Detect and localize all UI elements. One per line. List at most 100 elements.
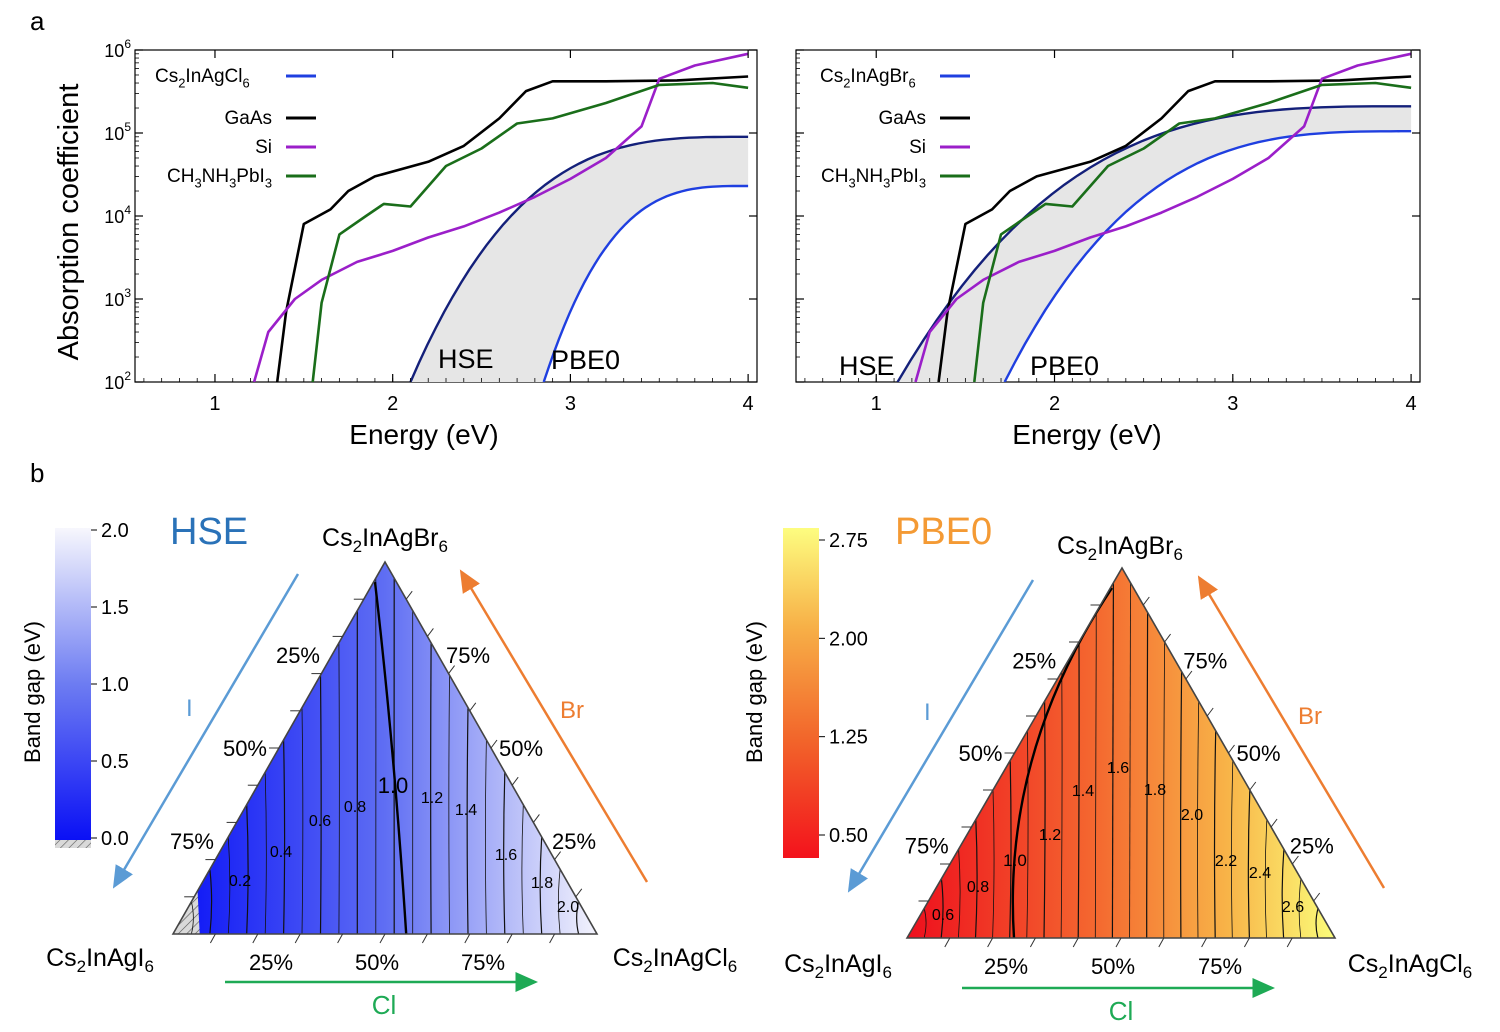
contour-label: 0.6 [932,907,954,924]
contour-line [1094,612,1097,938]
contour-line [1213,730,1217,938]
y-tick-label: 102 [104,369,131,393]
contour-line [1197,701,1200,938]
edge-tick [533,814,540,823]
ternary-title-pbe0: PBE0 [895,511,992,553]
contour-label: 2.0 [1181,807,1203,824]
contour-label: 1.8 [531,875,553,892]
vertex-top: Cs2InAgBr6 [1057,532,1183,564]
edge-tick [426,628,434,637]
contour-line [1129,582,1131,938]
edge-tick [464,933,471,944]
band-label-pbe0: PBE0 [551,345,620,375]
contour-line [227,836,231,934]
arrow-label-cl: Cl [372,990,397,1020]
contour-label: 1.2 [421,790,443,807]
x-tick-label: 4 [1406,393,1417,415]
contour-line [503,772,506,934]
series-line-gaas [275,75,749,382]
colorbar-tick-label: 0.5 [101,751,129,773]
contour-line [1231,760,1234,938]
series-line-ch3nh3pbi3 [973,81,1412,382]
contour-line [1281,849,1285,938]
edge-tick [1142,596,1150,606]
colorbar-pbe0 [783,528,819,858]
contour-label: 0.8 [967,879,989,896]
contour-line [1060,671,1063,938]
percent-label-cl: 50% [355,950,399,975]
legend-label: Cs2InAgCl6 [155,66,250,90]
contour-label: 1.8 [1144,782,1166,799]
series-line-si [914,52,1412,382]
x-tick-label: 3 [565,393,576,415]
percent-label-br: 50% [1237,741,1281,766]
contour-label: 1.4 [455,802,477,819]
legend-label: Cs2InAgBr6 [820,66,916,90]
x-tick-label: 4 [743,393,754,415]
contour-label: 1.0 [378,773,409,798]
contour-line [539,836,543,934]
ternary-fill [907,568,1335,938]
colorbar-label: Band gap (eV) [20,621,45,763]
series-line-hse [896,105,1412,382]
absorption-chart-br: 1 2 3 4 Energy (eV) HSE PBE0 Cs2InAgBr6 GaAs… [795,49,1421,450]
contour-label: 1.4 [1072,783,1094,800]
contour-label: 1.6 [1107,760,1129,777]
edge-tick [944,937,951,948]
colorbar-tick-label: 1.0 [101,674,129,696]
edge-tick [987,937,994,948]
contour-line [923,908,927,938]
contour-line [1298,878,1302,938]
colorbar-tick-label: 0.0 [101,828,129,850]
edge-tick [1292,855,1299,865]
colorbar-tick-label: 0.50 [829,825,868,847]
colorbar-tick-label: 2.00 [829,628,868,650]
x-tick-label: 1 [209,393,220,415]
contour-line [1111,582,1114,938]
contour-line [1247,789,1251,938]
colorbar-label: Band gap (eV) [742,621,767,763]
edge-tick [1313,892,1321,902]
contour-line [1163,641,1165,938]
contour-label: 2.6 [1282,899,1304,916]
edge-tick [1206,707,1214,717]
y-axis-label: Absorption coefficient [53,84,85,361]
contour-line [301,707,304,934]
percent-label-cl: 75% [461,950,505,975]
edge-tick [1158,937,1165,948]
panel-label-b: b [30,458,44,488]
ternary-pbe0: PBE0 Band gap (eV) 0.50 1.25 2.00 2.75 0.6 0… [742,511,1472,1026]
arrow-label-cl: Cl [1109,996,1134,1026]
edge-tick [1185,670,1193,680]
edge-tick [554,851,561,860]
edge-tick [337,933,344,944]
percent-label-br: 25% [1290,834,1334,859]
edge-tick [1243,937,1250,948]
colorbar-tick-label: 2.75 [829,530,868,552]
arrow-i [847,579,1035,893]
contour-label: 1.6 [495,847,517,864]
contour-line [246,804,249,934]
band-region [410,136,749,382]
contour-line [1315,908,1319,938]
contour-line [1180,671,1183,938]
legend-label: CH3NH3PbI3 [821,166,926,190]
percent-label-cl: 25% [984,954,1028,979]
percent-label-i: 50% [223,736,267,761]
edge-tick [469,702,477,712]
vertex-right: Cs2InAgCl6 [613,944,738,976]
x-axis-label: Energy (eV) [349,419,498,450]
percent-label-i: 75% [170,829,214,854]
edge-tick [490,739,498,749]
arrow-label-i: I [924,699,931,726]
ternary-fill [173,562,597,934]
edge-tick [1072,937,1079,948]
percent-label-i: 75% [905,834,949,859]
percent-label-br: 25% [552,829,596,854]
percent-label-br: 75% [446,643,490,668]
vertex-left: Cs2InAgI6 [46,944,154,976]
contour-line [1009,760,1012,938]
edge-tick [1164,633,1171,643]
band-label-pbe0: PBE0 [1030,351,1099,381]
